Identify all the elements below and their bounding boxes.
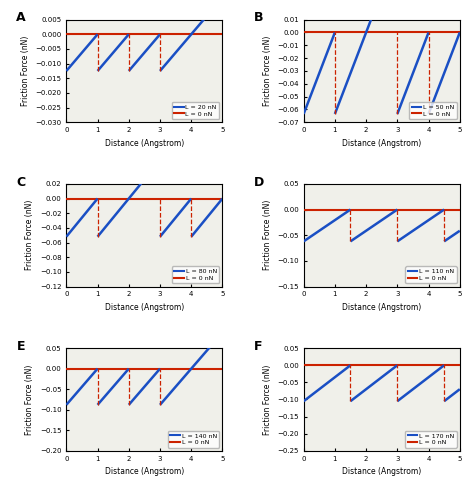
- Text: C: C: [17, 175, 26, 189]
- Text: A: A: [17, 11, 26, 24]
- Y-axis label: Friction Force (nN): Friction Force (nN): [263, 364, 272, 435]
- Legend: L = 50 nN, L = 0 nN: L = 50 nN, L = 0 nN: [409, 102, 456, 119]
- X-axis label: Distance (Angstrom): Distance (Angstrom): [105, 303, 184, 312]
- Text: F: F: [254, 340, 262, 353]
- Y-axis label: Friction Force (nN): Friction Force (nN): [21, 36, 30, 106]
- Legend: L = 140 nN, L = 0 nN: L = 140 nN, L = 0 nN: [168, 431, 219, 448]
- Y-axis label: Friction Force (nN): Friction Force (nN): [25, 364, 34, 435]
- Legend: L = 170 nN, L = 0 nN: L = 170 nN, L = 0 nN: [405, 431, 456, 448]
- Y-axis label: Friction Force (nN): Friction Force (nN): [263, 36, 272, 106]
- Legend: L = 20 nN, L = 0 nN: L = 20 nN, L = 0 nN: [172, 102, 219, 119]
- X-axis label: Distance (Angstrom): Distance (Angstrom): [342, 303, 421, 312]
- Legend: L = 80 nN, L = 0 nN: L = 80 nN, L = 0 nN: [172, 267, 219, 283]
- Text: D: D: [254, 175, 264, 189]
- X-axis label: Distance (Angstrom): Distance (Angstrom): [342, 467, 421, 476]
- Y-axis label: Friction Force (nN): Friction Force (nN): [25, 200, 34, 270]
- X-axis label: Distance (Angstrom): Distance (Angstrom): [342, 139, 421, 147]
- Legend: L = 110 nN, L = 0 nN: L = 110 nN, L = 0 nN: [405, 267, 456, 283]
- Y-axis label: Friction Force (nN): Friction Force (nN): [263, 200, 272, 270]
- X-axis label: Distance (Angstrom): Distance (Angstrom): [105, 467, 184, 476]
- Text: E: E: [17, 340, 25, 353]
- X-axis label: Distance (Angstrom): Distance (Angstrom): [105, 139, 184, 147]
- Text: B: B: [254, 11, 263, 24]
